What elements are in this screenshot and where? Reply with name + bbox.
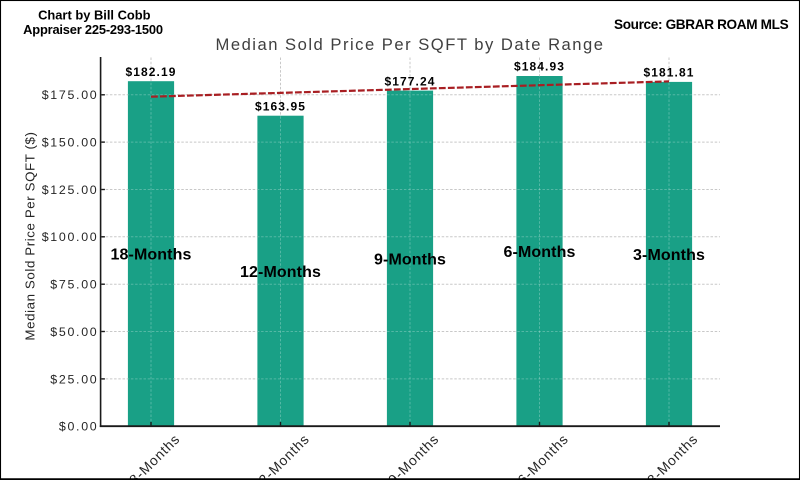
- svg-text:$25.00: $25.00: [50, 372, 98, 386]
- svg-text:$75.00: $75.00: [50, 278, 98, 292]
- svg-text:Median Sold Price Per SQFT by: Median Sold Price Per SQFT by Date Range: [216, 35, 605, 54]
- svg-text:9-Months: 9-Months: [374, 251, 446, 268]
- svg-text:3-Months: 3-Months: [633, 247, 705, 264]
- svg-text:$175.00: $175.00: [42, 88, 99, 102]
- svg-text:Appraiser 225-293-1500: Appraiser 225-293-1500: [23, 22, 163, 37]
- svg-text:6-Months: 6-Months: [504, 244, 576, 261]
- svg-text:$50.00: $50.00: [50, 325, 98, 339]
- svg-text:$125.00: $125.00: [42, 183, 99, 197]
- svg-text:18-Months: 18-Months: [111, 247, 192, 264]
- svg-text:$163.95: $163.95: [255, 99, 306, 113]
- svg-text:$184.93: $184.93: [514, 60, 565, 74]
- svg-text:$100.00: $100.00: [42, 230, 99, 244]
- svg-text:Median Sold Price Per SQFT ($): Median Sold Price Per SQFT ($): [23, 131, 38, 340]
- svg-text:$150.00: $150.00: [42, 136, 99, 150]
- svg-text:$182.19: $182.19: [125, 65, 176, 79]
- svg-text:Source: GBRAR ROAM MLS: Source: GBRAR ROAM MLS: [614, 17, 789, 32]
- svg-text:$0.00: $0.00: [59, 420, 99, 434]
- svg-text:Chart by Bill Cobb: Chart by Bill Cobb: [38, 8, 151, 23]
- svg-text:$177.24: $177.24: [384, 74, 435, 88]
- svg-text:12-Months: 12-Months: [240, 264, 321, 281]
- svg-text:$181.81: $181.81: [643, 66, 694, 80]
